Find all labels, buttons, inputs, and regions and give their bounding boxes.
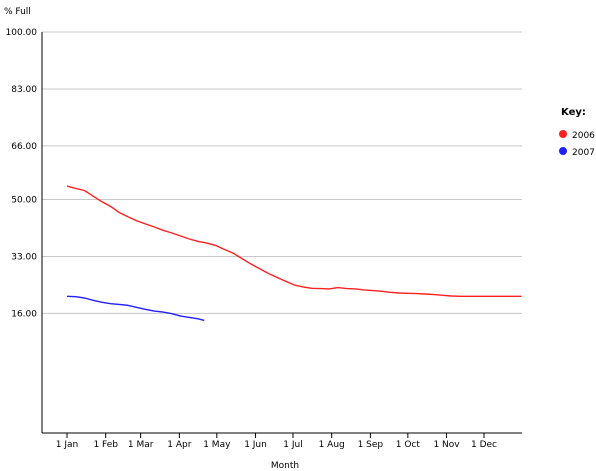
series-lines (66, 185, 522, 322)
y-tick-label: 33.00 (11, 252, 37, 262)
x-tick-label: 1 Mar (128, 440, 154, 450)
legend-title: Key: (561, 107, 586, 118)
y-tick-label: 100.00 (6, 28, 38, 38)
legend-marker-2007 (559, 147, 567, 155)
gridlines (42, 31, 522, 314)
y-tick-label: 16.00 (11, 309, 37, 319)
x-tick-label: 1 Jun (244, 440, 267, 450)
y-axis-title: % Full (4, 7, 31, 17)
x-tick-label: 1 Dec (471, 440, 497, 450)
x-tick-label: 1 Feb (93, 440, 118, 450)
y-tick-label: 83.00 (11, 85, 37, 95)
x-tick-label: 1 Jul (283, 440, 302, 450)
x-tick-label: 1 Jan (56, 440, 78, 450)
legend-items: 2006 2007 (559, 130, 595, 158)
legend-label: 2006 (572, 131, 595, 141)
x-tick-label: 1 May (203, 440, 231, 450)
y-tick-label: 50.00 (11, 196, 37, 206)
x-tick-label: 1 Nov (433, 440, 460, 450)
x-tick-label: 1 Oct (396, 440, 421, 450)
legend-label: 2007 (572, 148, 595, 158)
x-tick-label: 1 Apr (167, 440, 191, 450)
x-tick-label: 1 Aug (319, 440, 345, 450)
x-tick-label: 1 Sep (358, 440, 384, 450)
axes (41, 32, 522, 434)
x-axis-title: Month (271, 461, 299, 471)
x-axis-ticks: 1 Jan 1 Feb 1 Mar 1 Apr 1 May 1 Jun 1 Jul 1 Aug… (56, 433, 497, 450)
series-line-2006 (66, 185, 522, 297)
legend-marker-2006 (559, 130, 567, 138)
series-line-2007 (66, 295, 205, 322)
y-axis-tick-labels: 100.00 83.00 66.00 50.00 33.00 16.00 (6, 28, 38, 319)
legend: Key: 2006 2007 (559, 107, 595, 158)
y-tick-label: 66.00 (11, 142, 37, 152)
